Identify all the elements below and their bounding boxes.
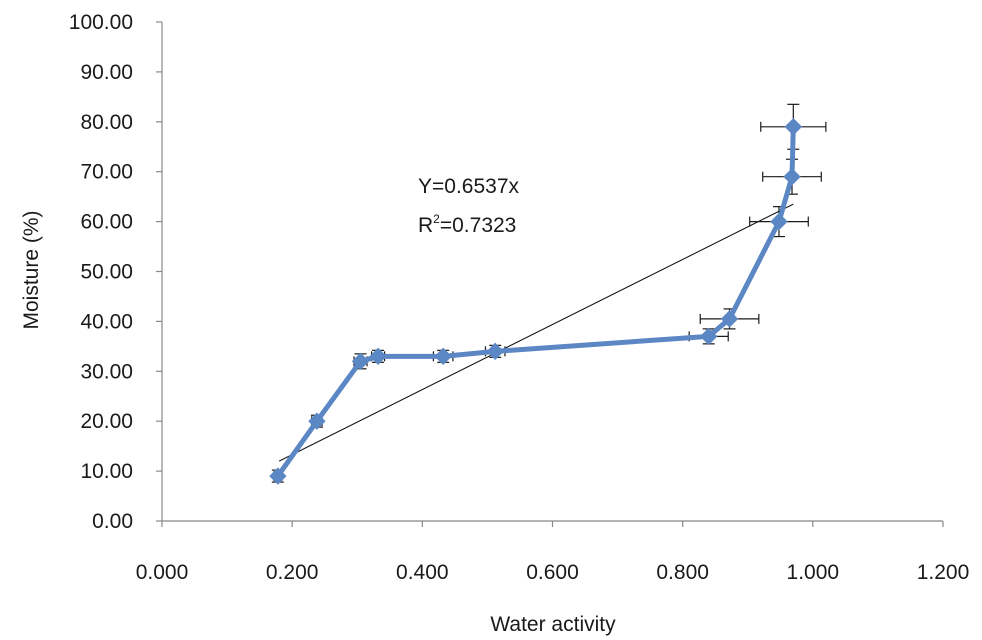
trendline-equation: Y=0.6537x xyxy=(418,175,520,198)
r-squared-label: R2=0.7323 xyxy=(418,212,516,237)
data-point-marker xyxy=(351,352,370,371)
x-tick-label: 0.200 xyxy=(266,561,319,584)
axes xyxy=(161,22,943,522)
data-point-marker xyxy=(434,347,452,366)
y-axis-title: Moisture (%) xyxy=(20,210,43,329)
data-point-marker xyxy=(784,118,803,136)
r-squared-base: R xyxy=(418,214,433,237)
y-tick-label: 60.00 xyxy=(80,211,133,234)
data-point-marker xyxy=(369,347,387,366)
data-point-marker xyxy=(720,310,739,328)
y-tick-label: 90.00 xyxy=(80,61,133,84)
y-tick-label: 80.00 xyxy=(80,111,133,134)
y-tick-label: 50.00 xyxy=(80,261,133,284)
y-tick-label: 0.00 xyxy=(92,510,133,533)
data-point-marker xyxy=(783,167,801,186)
x-tick-label: 0.800 xyxy=(656,561,709,584)
data-point-marker xyxy=(699,327,718,346)
data-point-marker xyxy=(486,342,504,361)
r-squared-superscript: 2 xyxy=(433,212,440,226)
data-point-marker xyxy=(770,212,788,231)
y-tick-label: 100.00 xyxy=(69,11,133,34)
y-tick-label: 40.00 xyxy=(80,310,133,333)
y-tick-label: 30.00 xyxy=(80,360,133,383)
trendline xyxy=(278,203,794,462)
x-tick-label: 0.400 xyxy=(396,561,449,584)
x-tick-label: 1.000 xyxy=(787,561,840,584)
data-point-marker xyxy=(308,412,326,430)
y-tick-label: 70.00 xyxy=(80,161,133,184)
data-point-marker xyxy=(269,467,287,485)
y-tick-label: 10.00 xyxy=(80,460,133,483)
x-tick-label: 0.000 xyxy=(136,561,189,584)
data-series xyxy=(269,118,803,485)
trendline-group xyxy=(278,203,794,462)
r-squared-value: =0.7323 xyxy=(440,214,517,237)
x-tick-label: 1.200 xyxy=(917,561,970,584)
axis-ticks: 0.00 10.00 20.00 30.00 40.00 50.00 60.00 70.00 8… xyxy=(69,11,970,584)
x-tick-label: 0.600 xyxy=(526,561,579,584)
y-tick-label: 20.00 xyxy=(80,410,133,433)
x-axis-title: Water activity xyxy=(490,613,616,636)
